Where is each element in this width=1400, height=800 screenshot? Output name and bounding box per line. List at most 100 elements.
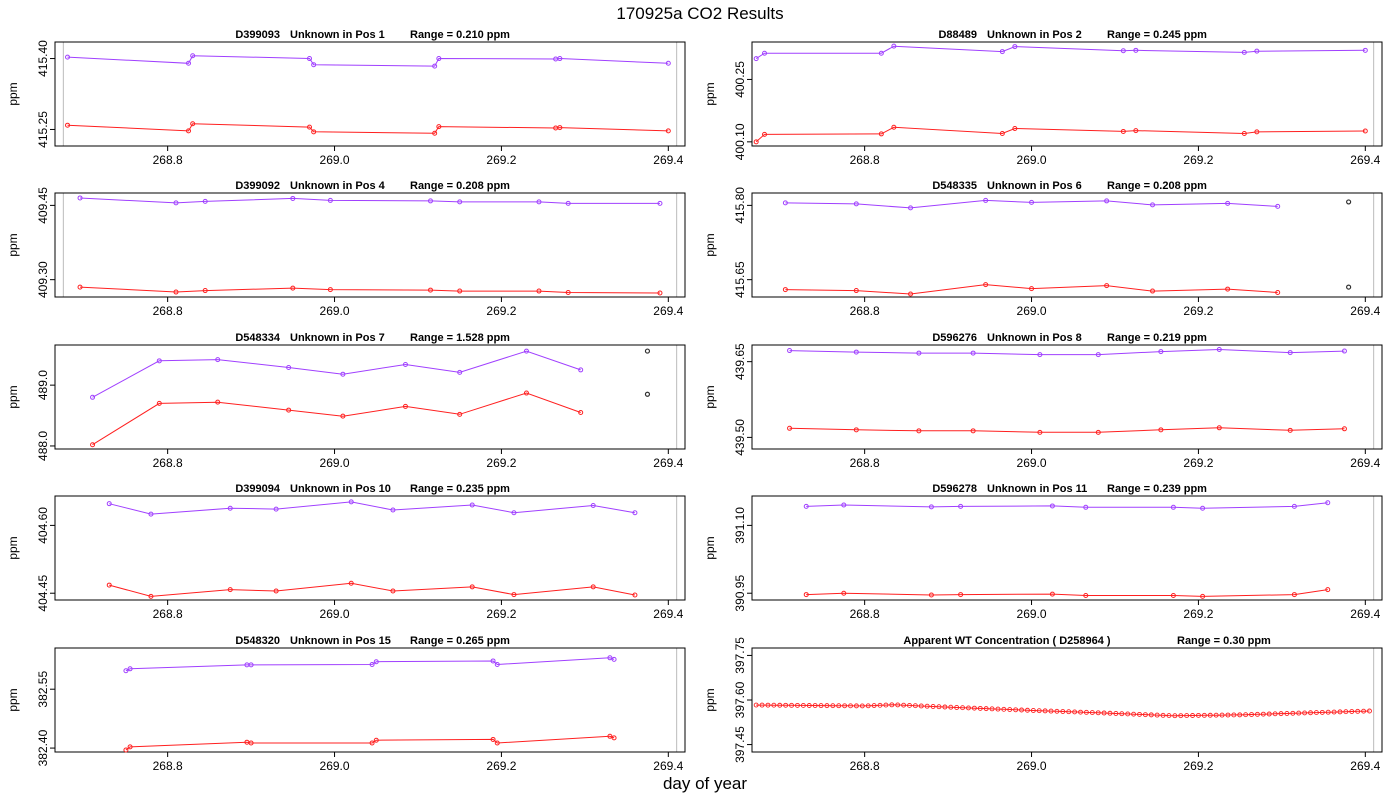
data-point-upper [311, 62, 317, 68]
wt-data-point [842, 703, 848, 709]
wt-data-point [1361, 708, 1367, 714]
data-point-upper [753, 56, 759, 62]
x-axis-label: day of year [662, 774, 748, 793]
data-point-lower [373, 737, 379, 743]
data-point-upper [536, 199, 542, 205]
data-point-upper [1133, 47, 1139, 53]
wt-data-point [966, 705, 971, 711]
data-point-lower [999, 131, 1005, 137]
data-point-upper [928, 504, 934, 510]
chart-main-title: 170925a CO2 Results [616, 4, 784, 23]
data-point-upper [215, 357, 221, 363]
data-point-lower [1120, 128, 1126, 134]
wt-data-point [1343, 709, 1349, 715]
panel-title-id: D596278 [932, 483, 977, 495]
wt-data-point [1284, 711, 1290, 716]
data-point-upper [248, 662, 254, 668]
wt-data-point [1101, 710, 1107, 716]
panel-title-range: Range = 0.265 ppm [410, 635, 510, 647]
data-point-lower [348, 580, 354, 586]
wt-data-point [1024, 707, 1030, 713]
wt-data-point [871, 703, 877, 709]
data-point-lower [390, 588, 396, 594]
data-point-lower [1200, 593, 1206, 599]
y-tick-label: 415.80 [733, 187, 747, 224]
data-point-upper [578, 367, 584, 373]
x-tick-label: 269.0 [1017, 456, 1047, 470]
y-tick-label: 397.60 [733, 681, 747, 718]
data-point-lower [787, 425, 793, 431]
data-point-lower [432, 130, 438, 136]
data-point-lower [607, 733, 613, 739]
wt-data-point [918, 703, 924, 709]
data-point-lower [511, 592, 517, 598]
wt-data-point [1125, 711, 1131, 717]
data-point-upper [565, 200, 571, 206]
data-point-upper [999, 49, 1005, 55]
data-point-upper [853, 201, 859, 207]
data-point-upper [348, 499, 354, 505]
data-point-upper [373, 659, 379, 665]
data-point-lower [611, 735, 617, 741]
wt-data-point [1137, 711, 1142, 717]
panel-6: D548335 Unknown in Pos 6 Range = 0.208 ppm… [703, 180, 1383, 318]
data-point-upper [77, 195, 83, 201]
y-tick-label: 400.25 [733, 61, 747, 98]
data-point-upper [156, 358, 162, 364]
y-tick-label: 409.45 [36, 187, 50, 224]
y-axis-label: ppm [703, 536, 717, 559]
wt-data-point [1272, 711, 1278, 717]
x-tick-label: 269.4 [1350, 456, 1380, 470]
x-tick-label: 269.2 [486, 153, 516, 167]
wt-data-point [1178, 713, 1184, 719]
x-tick-label: 269.4 [653, 456, 683, 470]
data-point-lower [1287, 427, 1293, 433]
panel-2: D88489 Unknown in Pos 2 Range = 0.245 ppm 2… [703, 29, 1383, 167]
panel-1: D399093 Unknown in Pos 1 Range = 0.210 ppm… [6, 29, 686, 167]
x-tick-label: 269.0 [1017, 759, 1047, 773]
panel-title-range: Range = 0.245 ppm [1107, 29, 1207, 41]
data-point-upper [1241, 49, 1247, 55]
plot-frame [751, 344, 1383, 450]
x-tick-label: 269.2 [486, 607, 516, 621]
data-point-lower [490, 736, 496, 742]
data-point-upper [1037, 352, 1043, 358]
panel-title-id: D596276 [932, 332, 977, 344]
data-point-upper [402, 361, 408, 367]
panel-title-id: D399092 [235, 180, 280, 192]
data-point-lower [1216, 425, 1222, 431]
data-point-upper [657, 200, 663, 206]
data-point-lower [1037, 429, 1043, 435]
data-point-upper [970, 350, 976, 356]
data-point-upper [90, 394, 96, 400]
y-axis-label: ppm [703, 385, 717, 408]
x-tick-label: 268.8 [153, 759, 183, 773]
x-tick-label: 268.8 [153, 304, 183, 318]
wt-data-point [1260, 711, 1266, 717]
series-line-upper [789, 348, 1345, 356]
wt-data-point [1048, 708, 1054, 714]
x-tick-label: 269.0 [320, 456, 350, 470]
wt-data-point [1249, 712, 1254, 717]
data-point-upper [273, 506, 279, 512]
x-tick-label: 269.4 [653, 759, 683, 773]
data-point-lower [202, 288, 208, 294]
data-point-upper [511, 510, 517, 516]
x-tick-label: 269.2 [486, 304, 516, 318]
wt-data-point [1083, 709, 1089, 715]
y-tick-label: 397.45 [733, 726, 747, 763]
panel-8: D596276 Unknown in Pos 8 Range = 0.219 ppm… [703, 332, 1383, 470]
data-point-lower [557, 125, 563, 131]
data-point-upper [190, 53, 196, 59]
data-point-lower [369, 740, 375, 746]
data-point-lower [1133, 128, 1139, 134]
wt-data-point [954, 705, 960, 710]
plot-frame [751, 495, 1383, 601]
data-point-upper [665, 60, 671, 66]
wt-data-point [971, 705, 977, 711]
panel-title-range: Range = 0.208 ppm [1107, 180, 1207, 192]
panel-title-pos: Unknown in Pos 4 [290, 180, 386, 192]
data-point-lower [127, 744, 133, 750]
y-tick-label: 415.25 [36, 111, 50, 148]
data-point-upper [290, 195, 296, 201]
